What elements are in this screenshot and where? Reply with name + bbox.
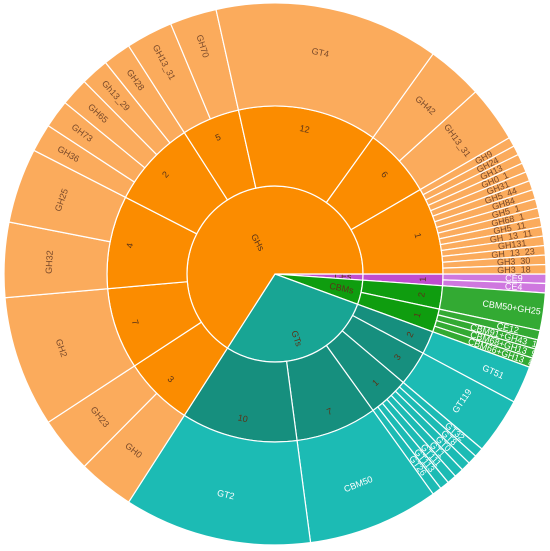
- group-label-ghs-1: 1: [412, 232, 423, 239]
- leaf-label-gt4: GT4: [311, 46, 330, 59]
- group-label-ghs-5: 5: [214, 132, 222, 143]
- family-label-ces: CEs: [334, 271, 352, 282]
- leaf-label-gh32: GH32: [44, 250, 55, 274]
- group-label-cbms-2: 2: [416, 292, 427, 298]
- leaf-gh3-18[interactable]: [442, 263, 547, 275]
- group-label-gts-7: 7: [325, 406, 333, 417]
- leaf-label-gh3-18: GH3_18: [497, 265, 531, 276]
- leaf-label-gt2: GT2: [216, 488, 235, 502]
- leaf-label-ce9: CE9: [505, 273, 523, 283]
- group-label-ghs-6: 6: [379, 169, 390, 179]
- leaf-label-ce4: CE4: [505, 281, 523, 292]
- group-label-gts-2: 2: [404, 330, 415, 339]
- group-label-ghs-3: 3: [166, 374, 177, 385]
- group-label-gts-3: 3: [392, 352, 403, 362]
- group-label-gts-10: 10: [237, 412, 249, 424]
- group-label-ghs-12: 12: [299, 123, 311, 135]
- group-label-ghs-2: 2: [160, 169, 171, 179]
- leaf-label-gh3-30: GH3_30: [497, 256, 531, 268]
- group-label-ghs-4: 4: [124, 242, 135, 249]
- group-label-ghs-7: 7: [130, 318, 141, 326]
- group-label-cbms-1: 1: [412, 311, 423, 319]
- group-label-ces-1: 1: [418, 277, 428, 282]
- family-label-gts: GTs: [289, 329, 304, 348]
- group-label-gts-1: 1: [370, 377, 380, 388]
